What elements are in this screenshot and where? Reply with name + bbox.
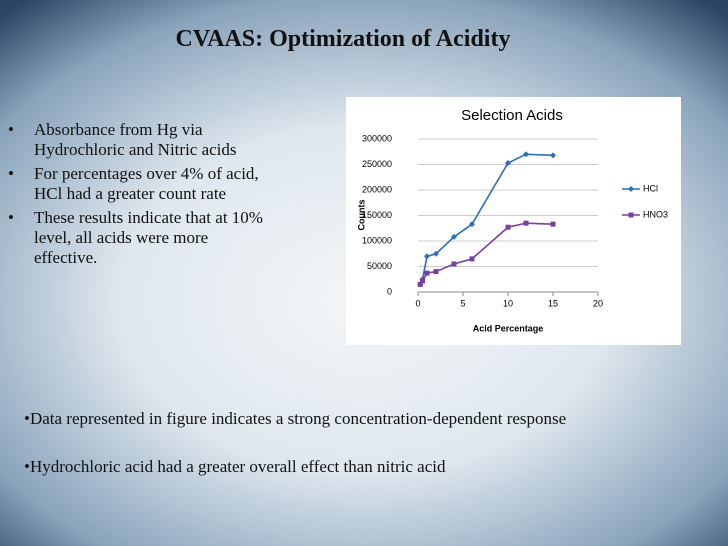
marker xyxy=(550,152,556,159)
marker xyxy=(417,281,423,287)
legend-label: HNO3 xyxy=(643,209,668,219)
chart: Selection Acids Acid Percentage Counts 0… xyxy=(346,97,681,345)
series-line xyxy=(419,222,554,285)
legend-marker xyxy=(628,212,634,218)
note: Data represented in figure indicates a s… xyxy=(24,409,566,429)
legend-label: HCl xyxy=(643,183,658,193)
bullet-list: Absorbance from Hg via Hydrochloric and … xyxy=(8,120,270,272)
y-tick-label: 0 xyxy=(387,286,392,296)
y-tick-label: 100000 xyxy=(362,235,392,245)
y-tick-label: 250000 xyxy=(362,159,392,169)
y-tick-label: 200000 xyxy=(362,184,392,194)
slide-title: CVAAS: Optimization of Acidity xyxy=(175,26,511,52)
marker xyxy=(424,253,430,260)
y-tick-label: 50000 xyxy=(367,261,392,271)
y-tick-label: 300000 xyxy=(362,133,392,143)
marker xyxy=(469,221,475,228)
bullet: These results indicate that at 10% level… xyxy=(8,208,270,268)
legend-marker xyxy=(628,186,634,192)
marker xyxy=(424,270,430,276)
marker xyxy=(523,151,529,158)
bullet: Absorbance from Hg via Hydrochloric and … xyxy=(8,120,270,160)
x-axis-label: Acid Percentage xyxy=(473,323,544,333)
marker xyxy=(505,159,511,166)
marker xyxy=(451,233,457,240)
y-axis-label: Counts xyxy=(356,200,366,231)
marker xyxy=(420,278,425,284)
chart-title: Selection Acids xyxy=(461,107,563,124)
marker xyxy=(433,250,439,257)
series-line xyxy=(419,153,554,285)
marker xyxy=(523,220,529,226)
bullet: For percentages over 4% of acid, HCl had… xyxy=(8,164,270,204)
marker xyxy=(469,256,475,262)
marker xyxy=(433,269,439,275)
y-tick-label: 150000 xyxy=(362,210,392,220)
note: Hydrochloric acid had a greater overall … xyxy=(24,457,446,477)
marker xyxy=(451,261,457,267)
x-tick-label: 0 xyxy=(415,298,420,308)
x-tick-label: 20 xyxy=(593,298,603,308)
x-tick-label: 10 xyxy=(503,298,513,308)
marker xyxy=(505,224,511,230)
x-tick-label: 5 xyxy=(460,298,465,308)
x-tick-label: 15 xyxy=(548,298,558,308)
marker xyxy=(550,221,556,227)
